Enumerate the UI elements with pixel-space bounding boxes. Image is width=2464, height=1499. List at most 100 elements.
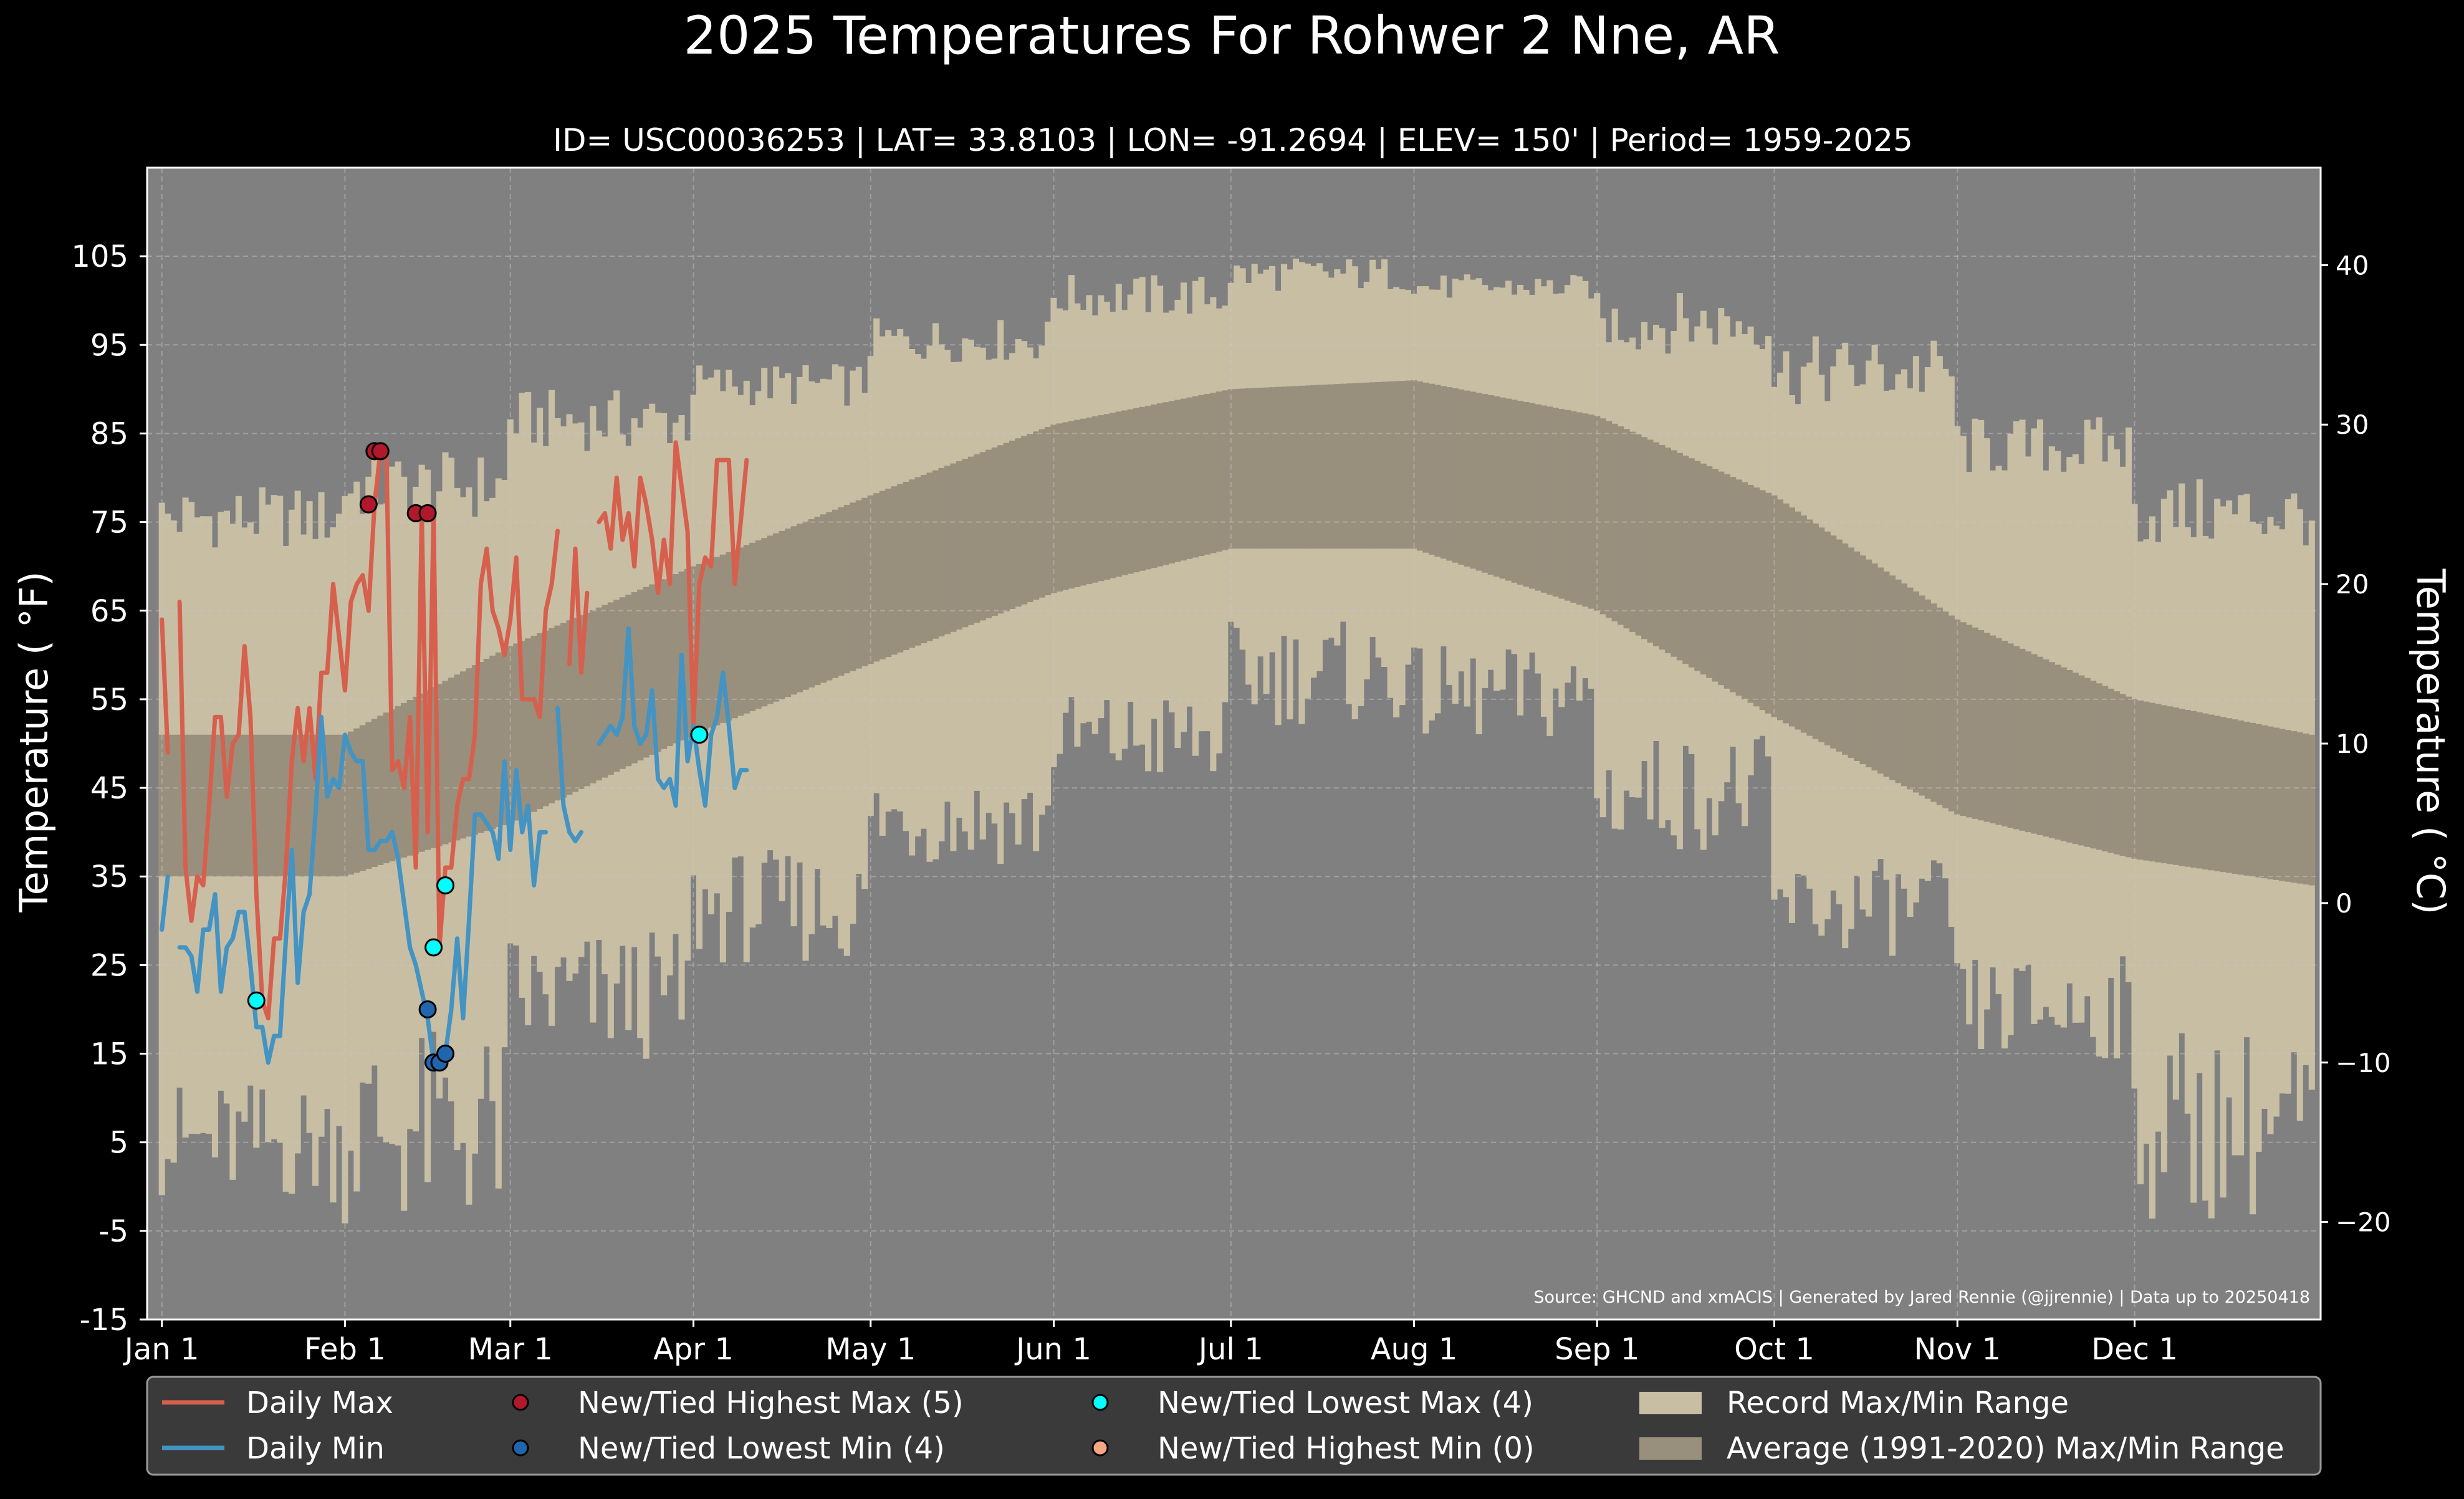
y-axis-left-label: Temperature ( °F)	[11, 571, 57, 912]
normal-bar	[1222, 390, 1229, 550]
normal-bar	[1866, 559, 1872, 768]
normal-bar	[956, 461, 962, 630]
new-lowest-min-marker	[418, 1000, 437, 1018]
normal-bar	[1310, 385, 1317, 549]
normal-bar	[194, 734, 201, 877]
normal-bar	[1788, 507, 1795, 727]
daily-min-line-segment	[597, 626, 749, 808]
y-left-tick-label: 15	[90, 1037, 128, 1072]
normal-bar	[1493, 396, 1500, 577]
daily-min-line-segment	[160, 874, 170, 932]
normal-bar	[1068, 421, 1075, 589]
normal-bar	[1121, 410, 1128, 575]
normal-bar	[277, 734, 284, 877]
legend-marker-swatch	[512, 1439, 529, 1457]
normal-bar	[1671, 450, 1677, 657]
x-tick-label: May 1	[825, 1332, 916, 1367]
normal-bar	[767, 535, 774, 704]
normal-bar	[790, 526, 797, 695]
normal-bar	[477, 662, 484, 833]
normal-bar	[2137, 700, 2144, 860]
normal-bar	[1316, 385, 1323, 549]
daily-max-line-segment	[597, 440, 749, 729]
normal-bar	[1416, 381, 1424, 551]
normal-bar	[1618, 426, 1624, 625]
normal-bar	[838, 507, 845, 676]
normal-bar	[330, 734, 337, 877]
normal-bar	[2167, 706, 2174, 864]
normal-bar	[1369, 382, 1376, 549]
normal-bar	[797, 524, 803, 692]
normal-bar	[1458, 389, 1465, 565]
normal-bar	[1346, 383, 1353, 549]
x-tick-label: Mar 1	[468, 1332, 553, 1367]
normal-bar	[1015, 438, 1022, 607]
normal-bar	[2190, 711, 2197, 868]
normal-bar	[1647, 439, 1654, 643]
normal-bar	[1523, 402, 1530, 587]
normal-bar	[743, 545, 750, 714]
normal-bar	[602, 605, 608, 778]
normal-bar	[170, 734, 177, 877]
normal-bar	[1422, 382, 1429, 553]
normal-bar	[1735, 479, 1742, 696]
normal-bar	[2160, 705, 2167, 863]
normal-bar	[1168, 401, 1176, 563]
normal-bar	[2048, 662, 2055, 838]
normal-bar	[1966, 625, 1973, 818]
normal-bar	[1995, 638, 2002, 825]
legend-item-normal-band: Average (1991-2020) Max/Min Range	[1639, 1431, 2284, 1466]
normal-bar	[1215, 391, 1222, 552]
normal-bar	[235, 734, 242, 877]
normal-bar	[1635, 434, 1642, 636]
normal-bar	[1110, 413, 1116, 578]
normal-bar	[1139, 406, 1146, 571]
normal-bar	[891, 486, 898, 655]
normal-bar	[1033, 431, 1040, 600]
normal-bar	[1877, 567, 1884, 774]
normal-bar	[1552, 408, 1559, 597]
normal-bar	[1174, 400, 1181, 562]
normal-bar	[1446, 387, 1453, 561]
normal-bar	[1919, 595, 1925, 796]
normal-bar	[1730, 477, 1737, 692]
normal-bar	[1812, 523, 1819, 739]
new-highest-max-marker	[418, 504, 437, 522]
normal-bar	[2078, 675, 2085, 846]
normal-bar	[2238, 721, 2245, 875]
legend-label: New/Tied Highest Max (5)	[578, 1386, 964, 1420]
normal-bar	[1027, 433, 1033, 603]
normal-bar	[560, 623, 567, 798]
normal-bar	[1611, 423, 1618, 621]
normal-bar	[347, 731, 354, 875]
normal-bar	[779, 530, 785, 699]
y-right-tick-label: 40	[2336, 250, 2369, 280]
source-note: Source: GHCND and xmACIS | Generated by …	[1533, 1288, 2310, 1307]
normal-bar	[253, 734, 260, 877]
normal-bar	[1912, 591, 1919, 793]
normal-bar	[1723, 474, 1730, 689]
x-tick-label: Jun 1	[1014, 1332, 1091, 1367]
normal-bar	[1162, 402, 1169, 565]
normal-bar	[2036, 656, 2043, 835]
normal-bar	[1765, 492, 1772, 714]
legend-item-record-band: Record Max/Min Range	[1639, 1386, 2069, 1420]
daily-min-line	[160, 626, 749, 1065]
normal-bar	[1676, 453, 1683, 661]
normal-bar	[979, 452, 986, 621]
normal-bar	[1411, 380, 1417, 549]
normal-bar	[2119, 694, 2126, 856]
normal-bar	[944, 466, 951, 635]
normal-bar	[749, 542, 756, 711]
record-bar	[2149, 516, 2155, 1219]
y-right-tick-label: −10	[2336, 1048, 2391, 1078]
normal-bar	[566, 620, 573, 795]
normal-bar	[1824, 531, 1831, 745]
normal-bar	[1517, 401, 1524, 585]
normal-bar	[920, 474, 928, 644]
normal-bar	[967, 456, 974, 625]
normal-bar	[1588, 414, 1594, 609]
normal-bar	[2072, 673, 2079, 845]
normal-bar	[223, 734, 230, 877]
normal-bar	[324, 734, 331, 877]
